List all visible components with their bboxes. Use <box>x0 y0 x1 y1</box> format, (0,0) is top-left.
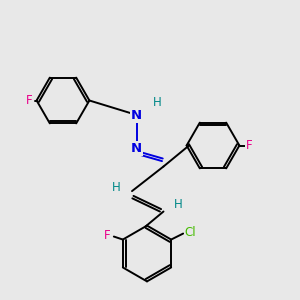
Text: F: F <box>104 230 111 242</box>
Text: N: N <box>131 142 142 155</box>
Text: H: H <box>112 181 121 194</box>
Text: N: N <box>131 109 142 122</box>
Text: H: H <box>173 197 182 211</box>
Text: F: F <box>246 139 253 152</box>
Text: H: H <box>152 96 161 110</box>
Text: F: F <box>26 94 32 107</box>
Text: Cl: Cl <box>185 226 197 238</box>
